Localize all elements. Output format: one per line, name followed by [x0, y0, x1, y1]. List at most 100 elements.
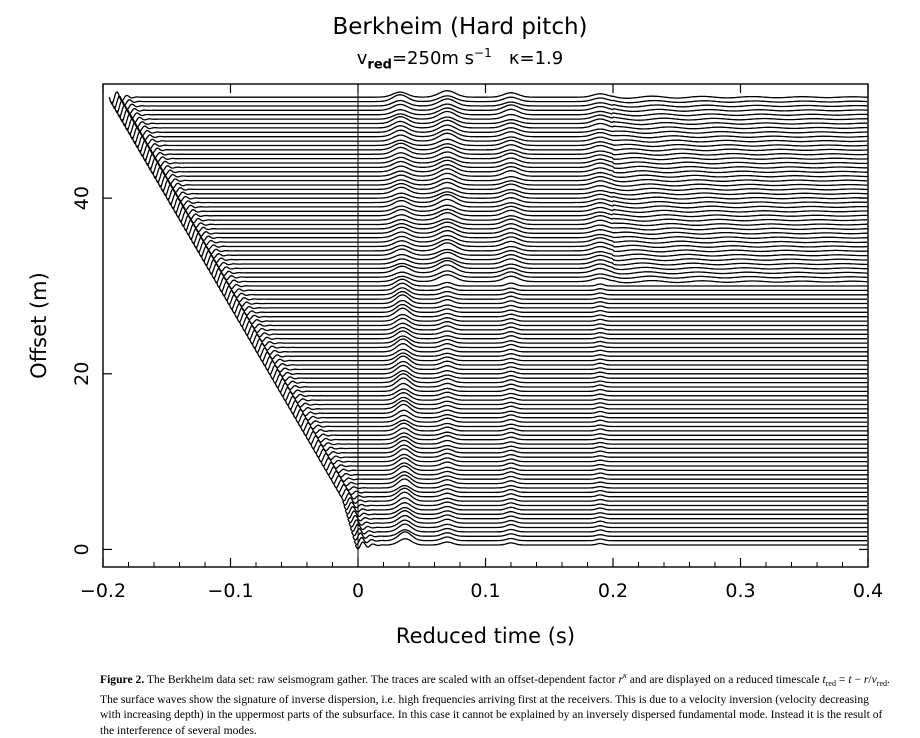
seismic-trace: [317, 448, 867, 463]
seismic-trace: [345, 506, 868, 520]
seismic-trace: [108, 90, 868, 105]
seismic-trace: [353, 531, 868, 546]
seismic-trace: [261, 352, 868, 367]
seismic-trace: [126, 119, 868, 136]
caption-text-1: The Berkheim data set: raw seismogram ga…: [144, 672, 619, 686]
seismic-trace: [243, 322, 868, 337]
seismic-trace: [208, 259, 868, 276]
seismic-trace: [134, 132, 867, 149]
seismic-trace: [299, 419, 868, 432]
seismic-trace: [152, 164, 868, 180]
seismic-trace: [279, 382, 868, 398]
seismic-trace: [277, 377, 868, 393]
seismic-trace: [325, 462, 868, 476]
seismic-trace: [315, 444, 868, 459]
y-tick-label: 0: [71, 543, 93, 555]
seismic-trace: [187, 225, 868, 241]
seismic-trace: [203, 251, 867, 267]
x-tick-label: 0.2: [598, 580, 628, 602]
caption-t2: t: [848, 672, 852, 686]
x-axis-label: Reduced time (s): [396, 624, 575, 648]
seismic-trace: [213, 270, 868, 284]
caption-r: r: [618, 672, 623, 686]
seismic-trace: [274, 373, 868, 389]
subtitle-speed: =250m s: [391, 48, 475, 69]
seismic-trace: [157, 172, 868, 188]
x-tick-label: 0: [352, 580, 364, 602]
seismic-trace: [197, 242, 868, 258]
seismic-trace: [111, 94, 867, 110]
caption-text-5: /: [868, 672, 872, 686]
seismic-trace: [233, 303, 868, 319]
seismic-trace: [251, 335, 868, 350]
seismic-trace: [236, 307, 868, 324]
seismic-trace: [256, 343, 868, 358]
seismic-trace: [228, 294, 868, 310]
seismic-trace: [330, 471, 868, 485]
seismic-trace: [333, 474, 868, 489]
seismic-trace: [169, 193, 868, 210]
seismic-trace: [348, 514, 868, 528]
seismic-trace: [342, 491, 868, 507]
seismic-trace: [226, 290, 867, 306]
seismic-trace: [164, 186, 868, 201]
caption-kappa: κ: [623, 671, 627, 680]
seismic-trace: [218, 278, 868, 293]
subtitle-v-sub: red: [367, 57, 392, 73]
seismic-trace: [302, 422, 868, 437]
seismic-trace: [200, 248, 868, 262]
caption-text-6: . The surface waves show the signature o…: [100, 672, 890, 737]
seismic-trace: [177, 208, 868, 223]
seismic-trace: [284, 392, 868, 406]
caption-r2: r: [863, 672, 869, 686]
x-tick-label: 0.4: [853, 580, 883, 602]
seismic-trace: [210, 264, 868, 280]
seismic-trace: [259, 348, 868, 363]
seismic-trace: [113, 98, 868, 114]
seismic-trace: [192, 234, 868, 249]
x-tick-label: 0.3: [725, 580, 755, 602]
seismic-trace: [175, 204, 868, 219]
seismic-trace: [223, 287, 868, 302]
seismic-trace: [349, 519, 868, 533]
seismic-trace: [328, 465, 868, 480]
seismic-trace: [205, 257, 868, 271]
seismic-trace: [264, 355, 868, 372]
x-tick-label: −0.1: [207, 580, 253, 602]
seismic-trace: [294, 409, 867, 424]
seismic-trace: [289, 400, 868, 415]
seismic-trace: [269, 364, 868, 380]
caption-kappa-italic: κ: [622, 671, 627, 680]
subtitle-speed-sup: −1: [474, 46, 492, 60]
seismic-trace: [167, 191, 868, 206]
subtitle-kappa: κ=1.9: [508, 48, 564, 69]
seismic-trace: [347, 510, 868, 524]
seismic-trace: [338, 484, 868, 498]
caption-label: Figure 2.: [100, 672, 145, 686]
seismic-trace: [146, 156, 868, 171]
chart-subtitle: vred=250m s−1 κ=1.9: [0, 46, 920, 73]
seismic-trace: [124, 116, 868, 132]
caption-text-3: =: [835, 672, 849, 686]
seismic-trace: [220, 282, 868, 297]
seismic-trace: [271, 369, 867, 385]
seismic-trace: [322, 457, 868, 472]
seismic-trace: [340, 487, 867, 502]
seismic-trace: [343, 497, 868, 511]
seismic-trace: [307, 432, 868, 446]
seismic-trace: [352, 529, 867, 542]
traces-group: [108, 90, 868, 550]
seismic-trace: [141, 146, 868, 162]
caption-red2: red: [876, 679, 888, 689]
seismic-trace: [180, 212, 867, 228]
caption-text-4: −: [851, 672, 864, 686]
seismic-trace: [310, 435, 868, 450]
subtitle-v: v: [356, 48, 368, 69]
seismic-trace: [182, 218, 868, 232]
x-tick-label: −0.2: [80, 580, 126, 602]
seismic-trace: [144, 151, 868, 167]
seismic-trace: [292, 403, 868, 419]
seismic-trace: [312, 439, 868, 454]
seismic-trace: [154, 168, 868, 184]
